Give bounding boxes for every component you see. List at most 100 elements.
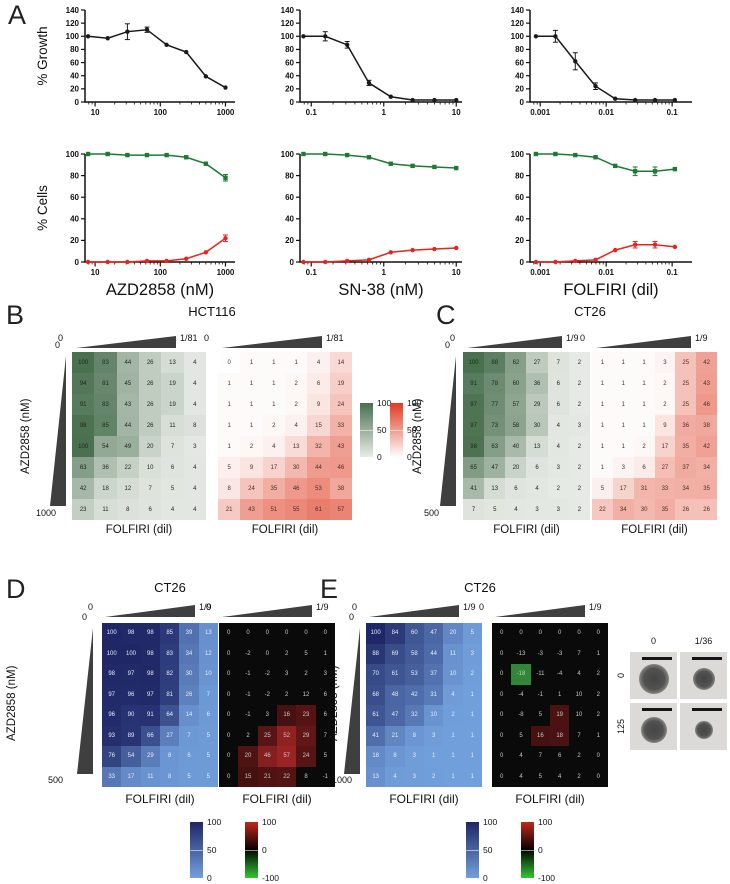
heatmap-cell: 0 — [492, 705, 512, 726]
heatmap-cell: 0 — [219, 664, 239, 685]
folfiri-wedge-end-label: 1/9 — [589, 602, 602, 612]
heatmap-cell: 4 — [183, 499, 206, 520]
heatmap-cell: 76 — [102, 746, 122, 767]
heatmap-cell: 63 — [72, 457, 95, 478]
heatmap-cell: 1 — [592, 415, 613, 436]
heatmap-cell: 34 — [612, 499, 634, 520]
heatmap-cell: 27 — [654, 457, 676, 478]
heatmap-cell: 3 — [404, 766, 424, 787]
heatmap-cell: 5 — [161, 478, 184, 499]
colorbar-tick-label: -100 — [262, 872, 280, 883]
colorbar-midpoint-tick — [390, 430, 403, 431]
heatmap-cell: 2 — [654, 373, 676, 394]
heatmap-cell: 2 — [277, 684, 297, 705]
svg-text:0: 0 — [290, 258, 295, 267]
heatmap-cell: 53 — [307, 478, 330, 499]
panel-c-xlabel: FOLFIRI (dil) — [621, 524, 688, 536]
svg-text:100: 100 — [154, 108, 168, 117]
growth-colorbar: 100 50 0 — [360, 399, 391, 461]
colorbar-tick-label: 50 — [207, 844, 217, 855]
svg-text:60: 60 — [285, 58, 294, 67]
colorbar-tick-label: 100 — [377, 398, 392, 408]
heatmap-cell: 94 — [72, 373, 95, 394]
heatmap-cell: 4 — [385, 766, 405, 787]
spheroid-blob — [641, 717, 667, 743]
svg-text:10: 10 — [452, 108, 461, 117]
heatmap-cell: 44 — [307, 457, 330, 478]
heatmap-cell: 5 — [530, 766, 550, 787]
colorbar-midpoint-tick — [360, 430, 373, 431]
spheroid-col-label: 0 — [650, 636, 656, 646]
heatmap-cell: 2 — [568, 499, 590, 520]
svg-text:120: 120 — [66, 19, 80, 28]
svg-text:100: 100 — [281, 32, 295, 41]
heatmap-cell: 91 — [72, 394, 95, 415]
heatmap-cell: 58 — [404, 643, 424, 664]
folfiri-cells-curve: 0 20 40 60 80 100 0.001 0.01 0.1 FOLFIRI (dil) — [511, 150, 692, 299]
folfiri-wedge-start-label: 0 — [206, 602, 212, 612]
heatmap-cell: 0 — [219, 705, 239, 726]
heatmap-cell: 1 — [443, 725, 463, 746]
heatmap-cell: 62 — [505, 352, 527, 373]
heatmap-cell: 21 — [257, 766, 277, 787]
heatmap-cell: 2 — [462, 664, 482, 685]
svg-text:40: 40 — [70, 72, 79, 81]
svg-text:1000: 1000 — [217, 268, 235, 277]
heatmap-cell: 35 — [675, 436, 697, 457]
heatmap-cell: 15 — [307, 415, 330, 436]
heatmap-cell: 100 — [366, 623, 386, 644]
heatmap-cell: 26 — [139, 394, 162, 415]
heatmap-cell: 40 — [505, 436, 527, 457]
heatmap-cell: 33 — [329, 415, 352, 436]
ct26-2d-synergy-heatmap: 0 0 0 0 0 0 0 -2 0 2 5 1 0 -1 -2 3 2 3 0 -1 -2 2 12 6 0 -1 3 16 23 6 0… — [219, 623, 335, 787]
heatmap-cell: 41 — [463, 478, 485, 499]
heatmap-cell: 4 — [183, 352, 206, 373]
heatmap-cell: 0 — [219, 725, 239, 746]
hct116-growth-heatmap: 100 83 44 26 13 4 94 81 45 26 19 4 91 83 43 26 19 4 98 85 44… — [72, 352, 206, 520]
panel-b-ylabel: AZD2858 (nM) — [20, 398, 32, 474]
heatmap-cell: 6 — [198, 705, 218, 726]
folfiri-wedge-start-label: 0 — [58, 333, 64, 343]
heatmap-cell: 13 — [484, 478, 506, 499]
heatmap-cell: 1 — [218, 394, 241, 415]
heatmap-cell: 69 — [385, 643, 405, 664]
panel-b-label: B — [6, 300, 25, 330]
svg-text:100: 100 — [66, 150, 80, 159]
heatmap-cell: 34 — [675, 478, 697, 499]
heatmap-cell: 98 — [72, 415, 95, 436]
heatmap-cell: 1 — [218, 436, 241, 457]
heatmap-cell: 55 — [285, 499, 308, 520]
colorbar-tick-label: 0 — [407, 451, 412, 462]
heatmap-cell: 27 — [160, 725, 180, 746]
heatmap-cell: -13 — [511, 643, 531, 664]
heatmap-cell: 5 — [198, 725, 218, 746]
heatmap-cell: 64 — [160, 705, 180, 726]
heatmap-cell: 17 — [654, 436, 676, 457]
heatmap-cell: 26 — [675, 499, 697, 520]
heatmap-cell: -2 — [257, 664, 277, 685]
heatmap-cell: 8 — [160, 746, 180, 767]
heatmap-cell: 0 — [492, 623, 512, 644]
svg-text:80: 80 — [515, 45, 524, 54]
ct26-growth-heatmap: 100 88 62 27 7 2 91 78 60 36 6 2 97 77 57 29 6 2 97 73 58 30 4… — [463, 352, 590, 520]
colorbar-tick-label: 100 — [483, 817, 498, 827]
heatmap-cell: -3 — [530, 643, 550, 664]
heatmap-cell: 44 — [116, 352, 139, 373]
heatmap-cell: -11 — [530, 664, 550, 685]
heatmap-cell: 0 — [219, 746, 239, 767]
colorbar-midpoint-tick — [190, 850, 203, 851]
panel-b-title: HCT116 — [188, 304, 236, 319]
heatmap-cell: 0 — [219, 623, 239, 644]
heatmap-cell: 82 — [160, 664, 180, 685]
heatmap-cell: 100 — [102, 623, 122, 644]
heatmap-cell: 0 — [218, 352, 241, 373]
heatmap-cell: 2 — [285, 373, 308, 394]
heatmap-cell: 68 — [366, 684, 386, 705]
heatmap-cell: 25 — [675, 373, 697, 394]
svg-text:60: 60 — [515, 58, 524, 67]
heatmap-cell: 6 — [161, 457, 184, 478]
svg-text:0.1: 0.1 — [306, 268, 318, 277]
heatmap-cell: 2 — [633, 436, 655, 457]
svg-text:100: 100 — [66, 32, 80, 41]
folfiri-wedge-end-label: 1/81 — [326, 333, 344, 343]
